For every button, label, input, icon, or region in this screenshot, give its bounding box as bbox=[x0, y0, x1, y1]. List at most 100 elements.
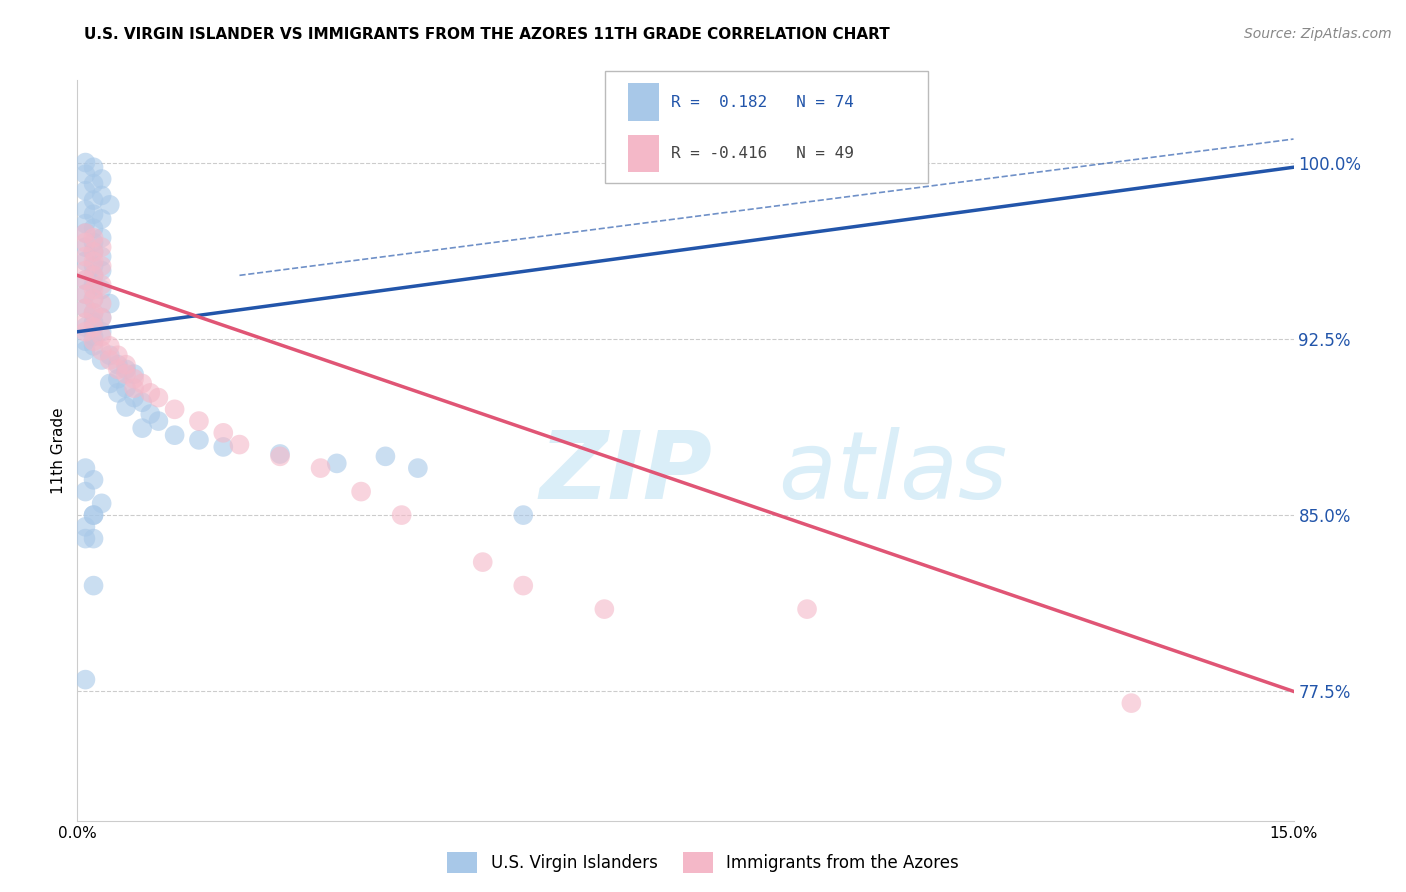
Point bbox=[83, 268, 105, 283]
Point bbox=[593, 602, 616, 616]
Point bbox=[83, 231, 105, 245]
Point bbox=[98, 353, 121, 368]
Point bbox=[83, 315, 105, 329]
Point bbox=[83, 473, 105, 487]
Point bbox=[98, 376, 121, 391]
Point bbox=[391, 508, 413, 522]
Y-axis label: 11th Grade: 11th Grade bbox=[51, 407, 66, 494]
Point bbox=[90, 259, 112, 273]
Point bbox=[98, 339, 121, 353]
Point bbox=[90, 310, 112, 325]
Point bbox=[107, 358, 129, 372]
Point bbox=[90, 188, 112, 202]
Point bbox=[75, 250, 97, 264]
Point bbox=[98, 198, 121, 212]
Point bbox=[115, 358, 138, 372]
Point bbox=[83, 334, 105, 348]
Point bbox=[131, 376, 153, 391]
Point bbox=[139, 385, 162, 400]
Point bbox=[98, 296, 121, 310]
Point bbox=[75, 315, 97, 329]
Point bbox=[122, 372, 145, 386]
Point bbox=[148, 391, 170, 405]
Point bbox=[83, 244, 105, 259]
Point bbox=[212, 425, 235, 440]
Point bbox=[269, 447, 291, 461]
Point bbox=[83, 306, 105, 320]
Point bbox=[90, 240, 112, 254]
Point bbox=[83, 259, 105, 273]
Point bbox=[83, 329, 105, 343]
Point bbox=[90, 343, 112, 358]
Point bbox=[83, 268, 105, 283]
Point bbox=[122, 391, 145, 405]
Point bbox=[796, 602, 818, 616]
Point bbox=[98, 348, 121, 362]
Point bbox=[75, 325, 97, 339]
Point bbox=[139, 407, 162, 421]
Point bbox=[75, 301, 97, 316]
Point bbox=[75, 263, 97, 277]
Point bbox=[163, 402, 186, 417]
Point bbox=[107, 385, 129, 400]
Point bbox=[122, 367, 145, 381]
Point bbox=[75, 184, 97, 198]
Text: R =  0.182   N = 74: R = 0.182 N = 74 bbox=[671, 95, 853, 110]
Point bbox=[90, 263, 112, 277]
Point bbox=[83, 160, 105, 174]
Text: atlas: atlas bbox=[540, 427, 1008, 518]
Point bbox=[90, 250, 112, 264]
Point bbox=[75, 167, 97, 181]
Point bbox=[115, 400, 138, 414]
Point bbox=[75, 254, 97, 268]
Point bbox=[83, 508, 105, 522]
Point bbox=[406, 461, 429, 475]
Point bbox=[107, 372, 129, 386]
Point bbox=[83, 244, 105, 259]
Point bbox=[75, 226, 97, 240]
Point bbox=[90, 211, 112, 226]
Point bbox=[75, 320, 97, 334]
Point bbox=[90, 231, 112, 245]
Point bbox=[75, 240, 97, 254]
Point bbox=[75, 520, 97, 534]
Point bbox=[75, 202, 97, 217]
Point bbox=[75, 532, 97, 546]
Point bbox=[188, 433, 211, 447]
Point bbox=[1121, 696, 1143, 710]
Point bbox=[350, 484, 373, 499]
Point bbox=[309, 461, 332, 475]
Point bbox=[90, 277, 112, 292]
Legend: U.S. Virgin Islanders, Immigrants from the Azores: U.S. Virgin Islanders, Immigrants from t… bbox=[440, 846, 966, 880]
Point bbox=[75, 484, 97, 499]
Point bbox=[90, 353, 112, 368]
Point bbox=[471, 555, 494, 569]
Point bbox=[90, 283, 112, 297]
Point bbox=[374, 450, 396, 464]
Point bbox=[75, 287, 97, 301]
Point bbox=[115, 381, 138, 395]
Point bbox=[90, 310, 112, 325]
Point bbox=[131, 421, 153, 435]
Point bbox=[75, 273, 97, 287]
Point bbox=[83, 177, 105, 191]
Point bbox=[83, 221, 105, 235]
Point bbox=[75, 155, 97, 169]
Point bbox=[83, 339, 105, 353]
Point bbox=[90, 325, 112, 339]
Point bbox=[107, 348, 129, 362]
Point bbox=[228, 437, 250, 451]
Point bbox=[115, 367, 138, 381]
Point bbox=[212, 440, 235, 454]
Text: U.S. VIRGIN ISLANDER VS IMMIGRANTS FROM THE AZORES 11TH GRADE CORRELATION CHART: U.S. VIRGIN ISLANDER VS IMMIGRANTS FROM … bbox=[84, 27, 890, 42]
Point bbox=[115, 362, 138, 376]
Point bbox=[75, 287, 97, 301]
Point bbox=[148, 414, 170, 428]
Text: Source: ZipAtlas.com: Source: ZipAtlas.com bbox=[1244, 27, 1392, 41]
Point bbox=[163, 428, 186, 442]
Point bbox=[83, 254, 105, 268]
Point bbox=[512, 508, 534, 522]
Point bbox=[83, 292, 105, 306]
Point bbox=[326, 456, 349, 470]
Point bbox=[75, 226, 97, 240]
